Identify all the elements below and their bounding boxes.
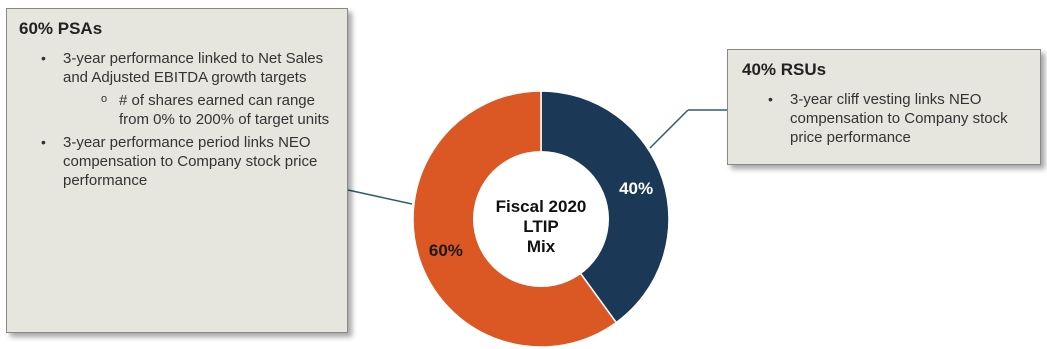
rsu-box-title: 40% RSUs — [742, 60, 827, 79]
slice-label-2: 60% — [429, 241, 463, 260]
psa-callout-box: 60% PSAs 3-year performance linked to Ne… — [6, 8, 348, 333]
psa-bullet-1: 3-year performance linked to Net Sales a… — [19, 49, 333, 87]
psa-bullet-2: 3-year performance period links NEO comp… — [19, 133, 333, 190]
rsu-bullet-1: 3-year cliff vesting links NEO compensat… — [742, 90, 1026, 147]
psa-bullet-list: 3-year performance linked to Net Sales a… — [19, 49, 333, 190]
donut-center-line-2: LTIP — [523, 217, 559, 236]
slice-label-1: 40% — [619, 179, 653, 198]
donut-center-line-1: Fiscal 2020 — [496, 197, 587, 216]
donut-hole — [473, 151, 609, 287]
psa-box-title: 60% PSAs — [19, 19, 103, 38]
psa-connector-line — [347, 189, 413, 205]
rsu-bullet-list: 3-year cliff vesting links NEO compensat… — [742, 90, 1026, 147]
rsu-callout-box: 40% RSUs 3-year cliff vesting links NEO … — [727, 49, 1041, 165]
psa-sub-bullet-1: # of shares earned can range from 0% to … — [19, 90, 333, 129]
rsu-connector-line-diagonal — [649, 109, 689, 149]
donut-center-line-3: Mix — [527, 237, 556, 256]
